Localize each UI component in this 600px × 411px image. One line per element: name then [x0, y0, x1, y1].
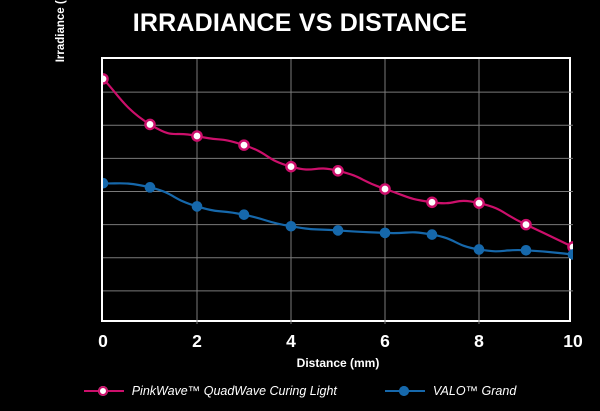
series-line-1 [103, 182, 573, 256]
y-axis-title: Irradiance (mW/cm²) [55, 0, 67, 63]
series-line-0 [103, 77, 573, 249]
data-point [144, 118, 156, 131]
data-point [426, 196, 438, 209]
x-tick-label: 10 [563, 331, 583, 351]
legend-marker-pinkwave-icon [83, 385, 124, 397]
legend-item-valo: VALO™ Grand [384, 384, 517, 398]
data-point [103, 73, 109, 85]
data-point [191, 201, 203, 212]
legend-label-pinkwave: PinkWave™ QuadWave Curing Light [131, 384, 337, 398]
data-point [520, 218, 532, 231]
data-point [285, 160, 297, 173]
chart-canvas [103, 59, 573, 324]
legend-item-pinkwave: PinkWave™ QuadWave Curing Light [83, 384, 337, 398]
legend-marker-valo-icon [384, 385, 425, 397]
x-tick-label: 2 [192, 331, 202, 351]
series-layer [103, 73, 573, 260]
chart-legend: PinkWave™ QuadWave Curing Light VALO™ Gr… [0, 384, 600, 398]
data-point [379, 227, 391, 239]
plot-area: Irradiance (mW/cm²) Distance (mm) 160014… [55, 0, 583, 370]
data-point [238, 209, 250, 220]
x-tick-label: 6 [380, 331, 390, 351]
data-point [520, 244, 532, 256]
chart-title: IRRADIANCE VS DISTANCE [132, 9, 468, 37]
data-point [191, 130, 203, 142]
data-point [238, 139, 250, 151]
data-point [379, 183, 391, 195]
x-tick-label: 0 [98, 331, 108, 351]
data-point [144, 182, 156, 193]
data-point [332, 225, 344, 236]
gridlines [103, 59, 573, 324]
x-tick-label: 8 [474, 331, 484, 351]
data-point [426, 229, 438, 240]
data-point [473, 197, 485, 209]
x-tick-label: 4 [286, 331, 296, 351]
data-point [285, 220, 297, 232]
data-point [332, 164, 344, 177]
data-point [473, 244, 485, 255]
data-point [567, 249, 573, 260]
x-axis-title: Distance (mm) [296, 356, 380, 370]
data-point [103, 177, 109, 189]
legend-label-valo: VALO™ Grand [432, 384, 517, 398]
